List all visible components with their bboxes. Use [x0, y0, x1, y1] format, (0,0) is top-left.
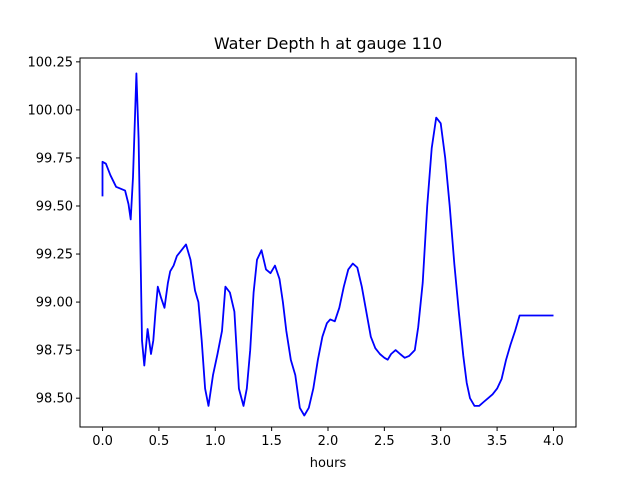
x-tick-label: 2.0	[318, 434, 339, 449]
y-tick-label: 99.00	[36, 296, 73, 311]
axes-frame	[79, 57, 577, 428]
x-axis-label: hours	[310, 456, 347, 471]
y-tick-label: 99.50	[36, 199, 73, 214]
x-tick-label: 2.5	[374, 434, 395, 449]
x-tick-label: 1.0	[205, 434, 226, 449]
y-tick-label: 98.75	[36, 344, 73, 359]
plot-area	[101, 72, 554, 417]
y-tick-label: 100.00	[28, 103, 74, 118]
y-tick-label: 99.25	[36, 248, 73, 263]
y-tick-label: 99.75	[36, 151, 73, 166]
x-axis-ticks: 0.0 0.5 1.0 1.5 2.0 2.5 3.0 3.5 4.0	[92, 427, 564, 449]
x-tick-label: 4.0	[543, 434, 564, 449]
x-tick-label: 1.5	[261, 434, 282, 449]
chart-title: Water Depth h at gauge 110	[214, 34, 442, 53]
x-tick-label: 3.0	[430, 434, 451, 449]
series-line-0	[101, 72, 554, 417]
y-tick-label: 100.25	[28, 55, 74, 70]
x-tick-label: 3.5	[487, 434, 508, 449]
y-tick-label: 98.50	[36, 392, 73, 407]
x-tick-label: 0.0	[92, 434, 113, 449]
x-tick-label: 0.5	[149, 434, 170, 449]
y-axis-ticks: 98.50 98.75 99.00 99.25 99.50 99.75 100.00 100.…	[28, 55, 80, 407]
